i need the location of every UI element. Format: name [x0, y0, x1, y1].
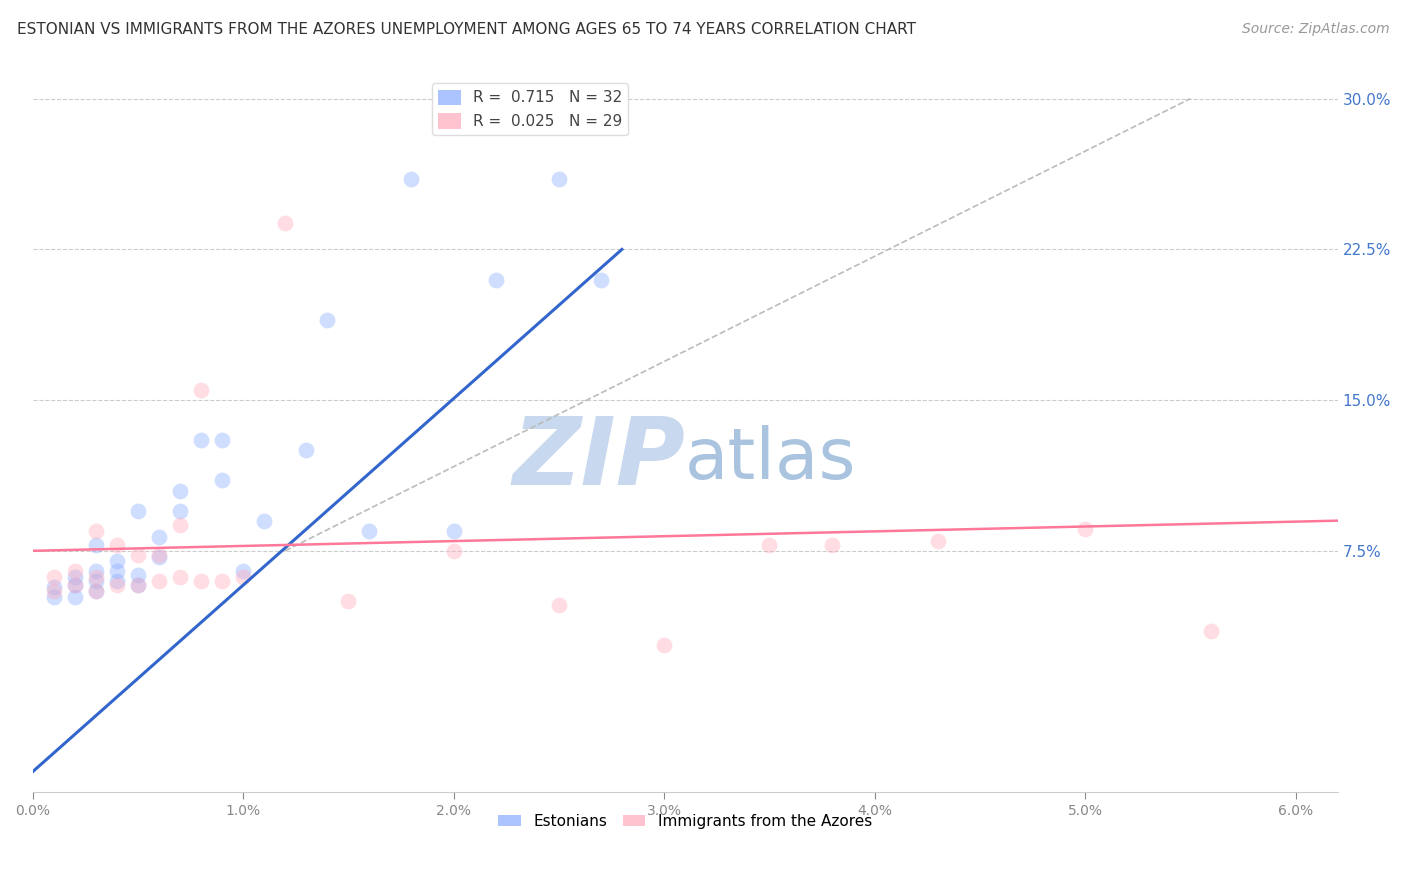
Point	[211, 434, 233, 448]
Point	[84, 574, 107, 588]
Point	[295, 443, 318, 458]
Point	[42, 584, 65, 599]
Legend: Estonians, Immigrants from the Azores: Estonians, Immigrants from the Azores	[492, 808, 877, 835]
Point	[127, 578, 149, 592]
Text: Source: ZipAtlas.com: Source: ZipAtlas.com	[1241, 22, 1389, 37]
Point	[105, 538, 128, 552]
Point	[127, 548, 149, 562]
Point	[190, 574, 212, 588]
Text: ZIP: ZIP	[512, 413, 685, 505]
Point	[148, 574, 170, 588]
Point	[148, 530, 170, 544]
Point	[63, 570, 86, 584]
Point	[190, 434, 212, 448]
Point	[927, 533, 949, 548]
Point	[589, 272, 612, 286]
Point	[1201, 624, 1223, 639]
Point	[316, 312, 339, 326]
Point	[148, 548, 170, 562]
Point	[1074, 522, 1097, 536]
Point	[547, 598, 569, 612]
Point	[169, 570, 191, 584]
Point	[337, 594, 360, 608]
Point	[359, 524, 381, 538]
Point	[232, 564, 254, 578]
Point	[443, 544, 465, 558]
Point	[84, 564, 107, 578]
Point	[148, 549, 170, 564]
Point	[253, 514, 276, 528]
Point	[169, 517, 191, 532]
Point	[211, 474, 233, 488]
Point	[63, 564, 86, 578]
Point	[84, 538, 107, 552]
Point	[190, 383, 212, 397]
Point	[484, 272, 506, 286]
Point	[84, 584, 107, 599]
Point	[547, 172, 569, 186]
Point	[274, 216, 297, 230]
Point	[401, 172, 423, 186]
Point	[211, 574, 233, 588]
Point	[105, 564, 128, 578]
Point	[63, 590, 86, 604]
Point	[42, 590, 65, 604]
Point	[232, 570, 254, 584]
Point	[84, 524, 107, 538]
Point	[169, 483, 191, 498]
Text: ESTONIAN VS IMMIGRANTS FROM THE AZORES UNEMPLOYMENT AMONG AGES 65 TO 74 YEARS CO: ESTONIAN VS IMMIGRANTS FROM THE AZORES U…	[17, 22, 915, 37]
Point	[652, 638, 675, 652]
Point	[127, 568, 149, 582]
Point	[84, 570, 107, 584]
Point	[63, 578, 86, 592]
Point	[63, 578, 86, 592]
Text: atlas: atlas	[685, 425, 856, 493]
Point	[443, 524, 465, 538]
Point	[127, 578, 149, 592]
Point	[42, 580, 65, 594]
Point	[169, 503, 191, 517]
Point	[821, 538, 844, 552]
Point	[105, 574, 128, 588]
Point	[105, 578, 128, 592]
Point	[127, 503, 149, 517]
Point	[758, 538, 780, 552]
Point	[105, 554, 128, 568]
Point	[84, 584, 107, 599]
Point	[42, 570, 65, 584]
